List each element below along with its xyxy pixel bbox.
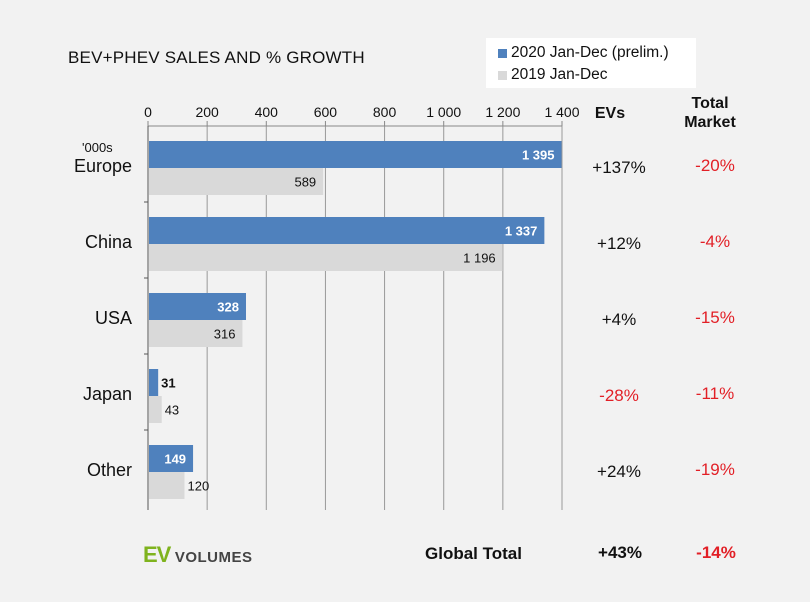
bar-usa-2020 xyxy=(149,293,246,320)
legend-item-2020: 2020 Jan-Dec (prelim.) xyxy=(498,44,669,62)
ev-volumes-logo: EV VOLUMES xyxy=(143,542,253,568)
tick-label-1400: 1 400 xyxy=(544,104,579,120)
data-label-europe-2020: 1 395 xyxy=(522,148,555,163)
market-growth-china: -4% xyxy=(699,232,731,251)
bar-japan-2019 xyxy=(149,396,162,423)
column-header-total-market: Total Market xyxy=(684,95,736,131)
ev-growth-usa: +4% xyxy=(601,310,637,329)
data-label-china-2019: 1 196 xyxy=(463,251,496,266)
tick-label-0: 0 xyxy=(144,104,152,120)
tick-label-400: 400 xyxy=(255,104,279,120)
legend-swatch-2019 xyxy=(498,70,507,80)
data-label-japan-2019: 43 xyxy=(165,403,179,418)
data-label-usa-2019: 316 xyxy=(214,327,236,342)
category-label-usa: USA xyxy=(94,308,132,328)
axes: 0 200 400 600 800 1 000 1 200 1 400 xyxy=(144,104,580,510)
ev-growth-europe: +137% xyxy=(592,158,646,177)
ev-growth-japan: -28% xyxy=(599,386,639,405)
tick-label-1000: 1 000 xyxy=(426,104,461,120)
data-label-usa-2020: 328 xyxy=(217,300,239,315)
legend-label-2020: 2020 Jan-Dec (prelim.) xyxy=(511,44,669,61)
market-growth-japan: -11% xyxy=(695,384,735,403)
market-growth-europe: -20% xyxy=(695,156,735,175)
global-total-ev: +43% xyxy=(598,543,642,562)
unit-label: '000s xyxy=(82,140,113,155)
logo-volumes: VOLUMES xyxy=(174,549,253,566)
data-label-other-2020: 149 xyxy=(164,452,186,467)
legend-item-2019: 2019 Jan-Dec xyxy=(498,66,608,84)
bar-japan-2020 xyxy=(149,369,159,396)
data-label-europe-2019: 589 xyxy=(294,175,316,190)
tick-label-200: 200 xyxy=(195,104,219,120)
logo-ev: EV xyxy=(143,542,171,567)
ev-growth-china: +12% xyxy=(597,234,641,253)
data-label-other-2019: 120 xyxy=(187,479,209,494)
global-total-market: -14% xyxy=(696,543,736,562)
bar-europe-2020 xyxy=(149,141,562,168)
bar-usa-2019 xyxy=(149,320,243,347)
tick-label-800: 800 xyxy=(373,104,397,120)
tick-label-600: 600 xyxy=(314,104,338,120)
market-growth-other: -19% xyxy=(695,460,735,479)
chart-title: BEV+PHEV SALES AND % GROWTH xyxy=(68,48,365,67)
legend-swatch-2020 xyxy=(498,48,507,58)
category-label-china: China xyxy=(84,232,132,252)
bar-europe-2019 xyxy=(149,168,324,195)
bar-china-2019 xyxy=(149,244,503,271)
data-label-japan-2020: 31 xyxy=(161,376,175,391)
category-label-japan: Japan xyxy=(82,384,132,404)
market-growth-usa: -15% xyxy=(695,308,735,327)
legend-label-2019: 2019 Jan-Dec xyxy=(511,66,608,83)
legend: 2020 Jan-Dec (prelim.) 2019 Jan-Dec xyxy=(486,38,696,88)
column-header-evs: EVs xyxy=(594,105,626,122)
tick-label-1200: 1 200 xyxy=(485,104,520,120)
bar-other-2019 xyxy=(149,472,185,499)
category-label-europe: Europe xyxy=(73,156,132,176)
category-label-other: Other xyxy=(86,460,132,480)
data-label-china-2020: 1 337 xyxy=(505,224,538,239)
bar-china-2020 xyxy=(149,217,545,244)
ev-growth-other: +24% xyxy=(597,462,641,481)
global-total-label: Global Total xyxy=(425,544,522,563)
bar-other-2020 xyxy=(149,445,194,472)
